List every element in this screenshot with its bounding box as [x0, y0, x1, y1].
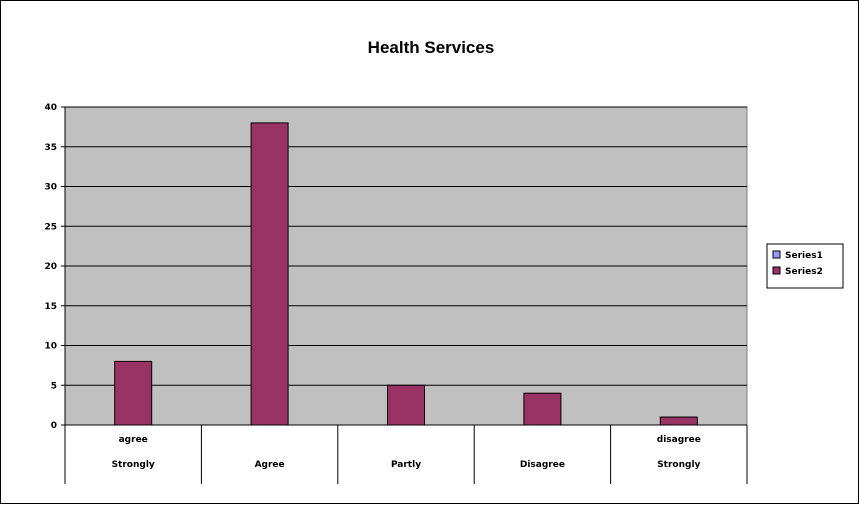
category-label: Strongly [657, 460, 700, 470]
y-tick-label: 10 [44, 342, 57, 352]
y-tick-label: 0 [51, 421, 57, 431]
bar-series2 [250, 122, 289, 426]
legend: Series1 Series2 [766, 243, 844, 289]
y-tick-label: 35 [44, 143, 57, 153]
legend-label: Series1 [785, 251, 823, 261]
category-label: disagree [657, 435, 701, 445]
category-label: agree [119, 435, 148, 445]
y-tick-label: 15 [44, 302, 57, 312]
category-label: Disagree [520, 460, 565, 470]
y-tick-label: 30 [44, 183, 57, 193]
x-axis: agree Strongly Agree Partly Disagree disagree… [64, 424, 748, 484]
chart-title: Health Services [368, 38, 495, 57]
bar-series2 [387, 384, 425, 426]
y-tick-label: 25 [44, 222, 57, 232]
legend-label: Series2 [785, 267, 823, 277]
y-tick-label: 5 [51, 381, 57, 391]
category-label: Agree [255, 460, 285, 470]
category-label: Strongly [112, 460, 155, 470]
legend-swatch [772, 266, 781, 275]
y-axis: 0 5 10 15 20 25 30 35 40 [44, 103, 66, 431]
bar-series2 [114, 360, 153, 426]
legend-swatch [772, 250, 781, 259]
gridlines [65, 106, 747, 386]
y-tick-label: 40 [44, 103, 57, 113]
bar-series2 [659, 416, 698, 426]
bar-series2 [523, 392, 562, 426]
y-tick-label: 20 [44, 262, 57, 272]
bars [114, 122, 698, 426]
category-label: Partly [391, 460, 421, 470]
